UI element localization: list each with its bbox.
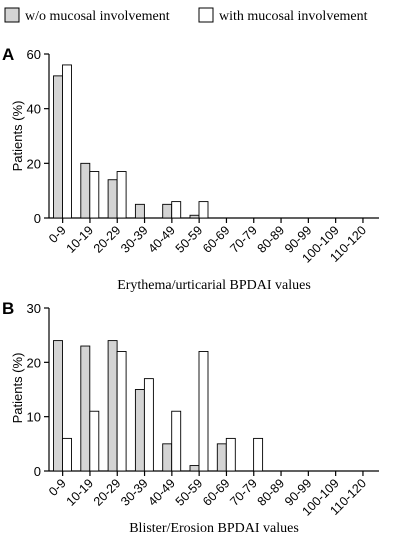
bar (225, 437, 236, 472)
bar (134, 203, 145, 219)
bar (53, 340, 63, 472)
bar (107, 340, 118, 472)
x-tick-label: 30-39 (118, 476, 151, 509)
x-tick-label: 40-49 (145, 223, 178, 256)
bar (162, 203, 173, 219)
bar (80, 345, 91, 472)
bar (189, 465, 200, 472)
panel-label: A (2, 45, 14, 64)
bar (116, 351, 127, 472)
bar (216, 443, 227, 472)
panel-b: B Patients (%) 0 10 20 30 0-910-1920-2930-3… (2, 299, 379, 536)
y-ticks: 0 20 40 60 (27, 47, 49, 226)
bar (171, 201, 182, 219)
x-tick-label: 80-89 (255, 223, 288, 256)
panel-label: B (2, 299, 14, 318)
bar (171, 410, 182, 472)
bar (107, 179, 118, 219)
bar (53, 75, 63, 219)
x-tick-label: 50-59 (173, 476, 206, 509)
legend-swatch-without (4, 7, 20, 23)
bar (198, 351, 209, 472)
bar (62, 64, 72, 219)
y-tick-label: 20 (27, 156, 41, 171)
x-tick-label: 20-29 (91, 223, 124, 256)
y-tick-label: 0 (34, 211, 41, 226)
bars (53, 340, 264, 472)
y-tick-label: 0 (34, 464, 41, 479)
x-tick-label: 60-69 (200, 476, 233, 509)
y-axis-label: Patients (%) (10, 353, 25, 424)
bar (62, 437, 72, 472)
bar (116, 171, 127, 219)
bar (198, 201, 209, 219)
x-tick-label: 80-89 (255, 476, 288, 509)
legend-label-without: w/o mucosal involvement (25, 9, 170, 24)
x-tick-label: 0-9 (46, 476, 69, 499)
y-tick-label: 10 (27, 410, 41, 425)
x-tick-label: 30-39 (118, 223, 151, 256)
x-tick-label: 70-79 (227, 223, 260, 256)
bar (189, 214, 200, 219)
y-tick-label: 20 (27, 355, 41, 370)
x-tick-label: 0-9 (46, 223, 69, 246)
legend-label-with: with mucosal involvement (219, 9, 368, 24)
x-tick-label: 10-19 (64, 223, 97, 256)
bar (89, 410, 100, 472)
bar (134, 389, 145, 472)
x-ticks: 0-910-1920-2930-3940-4950-5960-6970-7980… (46, 218, 369, 266)
x-tick-label: 70-79 (227, 476, 260, 509)
bar (143, 378, 154, 472)
y-ticks: 0 10 20 30 (27, 301, 49, 479)
y-tick-label: 40 (27, 102, 41, 117)
y-axis-label: Patients (%) (10, 101, 25, 172)
x-axis-label: Blister/Erosion BPDAI values (129, 521, 299, 536)
bar (89, 171, 100, 219)
x-tick-label: 60-69 (200, 223, 233, 256)
x-tick-label: 20-29 (91, 476, 124, 509)
panel-a: A Patients (%) 0 20 40 60 0-910-1920-2930-3… (2, 45, 379, 293)
y-tick-label: 30 (27, 301, 41, 316)
legend: w/o mucosal involvement with mucosal inv… (4, 7, 368, 24)
bar (80, 162, 91, 219)
legend-swatch-with (198, 7, 214, 23)
x-tick-label: 50-59 (173, 223, 206, 256)
bar (253, 437, 264, 472)
x-tick-label: 10-19 (64, 476, 97, 509)
y-tick-label: 60 (27, 47, 41, 62)
bars (53, 64, 209, 219)
x-tick-label: 40-49 (145, 476, 178, 509)
bar (162, 443, 173, 472)
x-ticks: 0-910-1920-2930-3940-4950-5960-6970-7980… (46, 471, 369, 519)
x-axis-label: Erythema/urticarial BPDAI values (117, 278, 311, 293)
